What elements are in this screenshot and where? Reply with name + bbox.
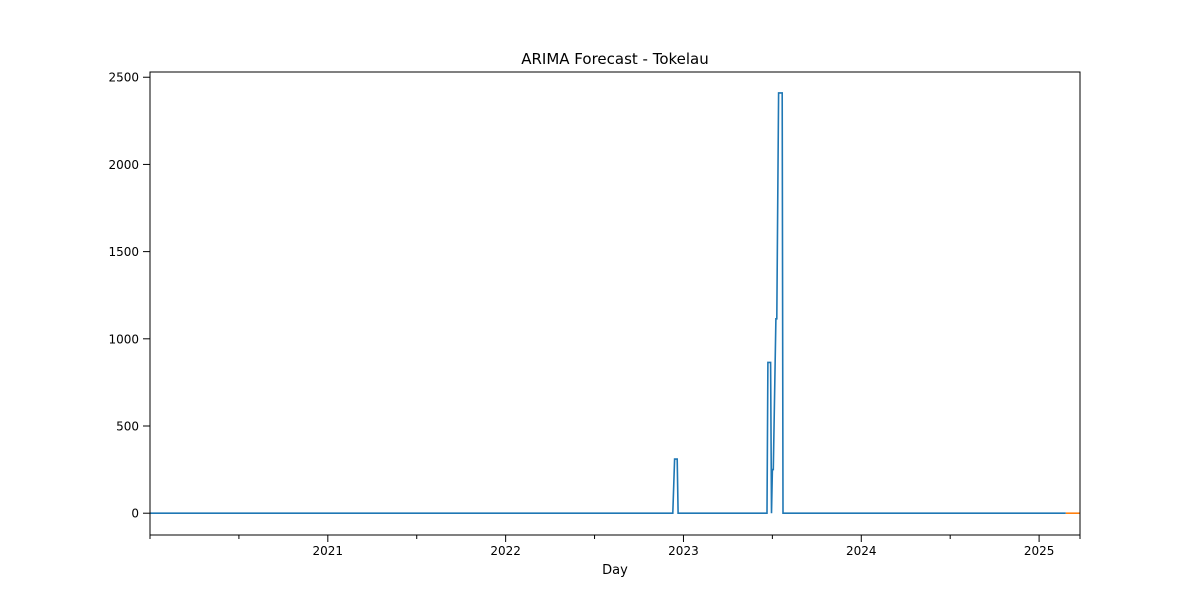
y-tick-label: 1500 — [108, 245, 139, 259]
x-axis-label: Day — [602, 563, 628, 578]
y-tick-label: 0 — [131, 507, 139, 521]
y-tick-label: 500 — [116, 420, 139, 434]
series-line-observed — [150, 92, 1066, 515]
y-tick-label: 2500 — [108, 71, 139, 85]
plot-series — [150, 92, 1080, 515]
x-axis: 2021 2022 2023 2024 2025 — [149, 535, 1081, 558]
y-axis: 0 500 1000 1500 2000 2500 — [108, 71, 150, 521]
x-tick-label: 2024 — [846, 544, 877, 558]
plot-frame — [149, 71, 1081, 536]
x-tick-label: 2021 — [313, 544, 344, 558]
y-tick-label: 1000 — [108, 332, 139, 346]
y-tick-label: 2000 — [108, 158, 139, 172]
x-tick-label: 2025 — [1024, 544, 1055, 558]
chart-title: ARIMA Forecast - Tokelau — [521, 50, 709, 68]
x-tick-label: 2022 — [490, 544, 521, 558]
x-tick-label: 2023 — [668, 544, 699, 558]
